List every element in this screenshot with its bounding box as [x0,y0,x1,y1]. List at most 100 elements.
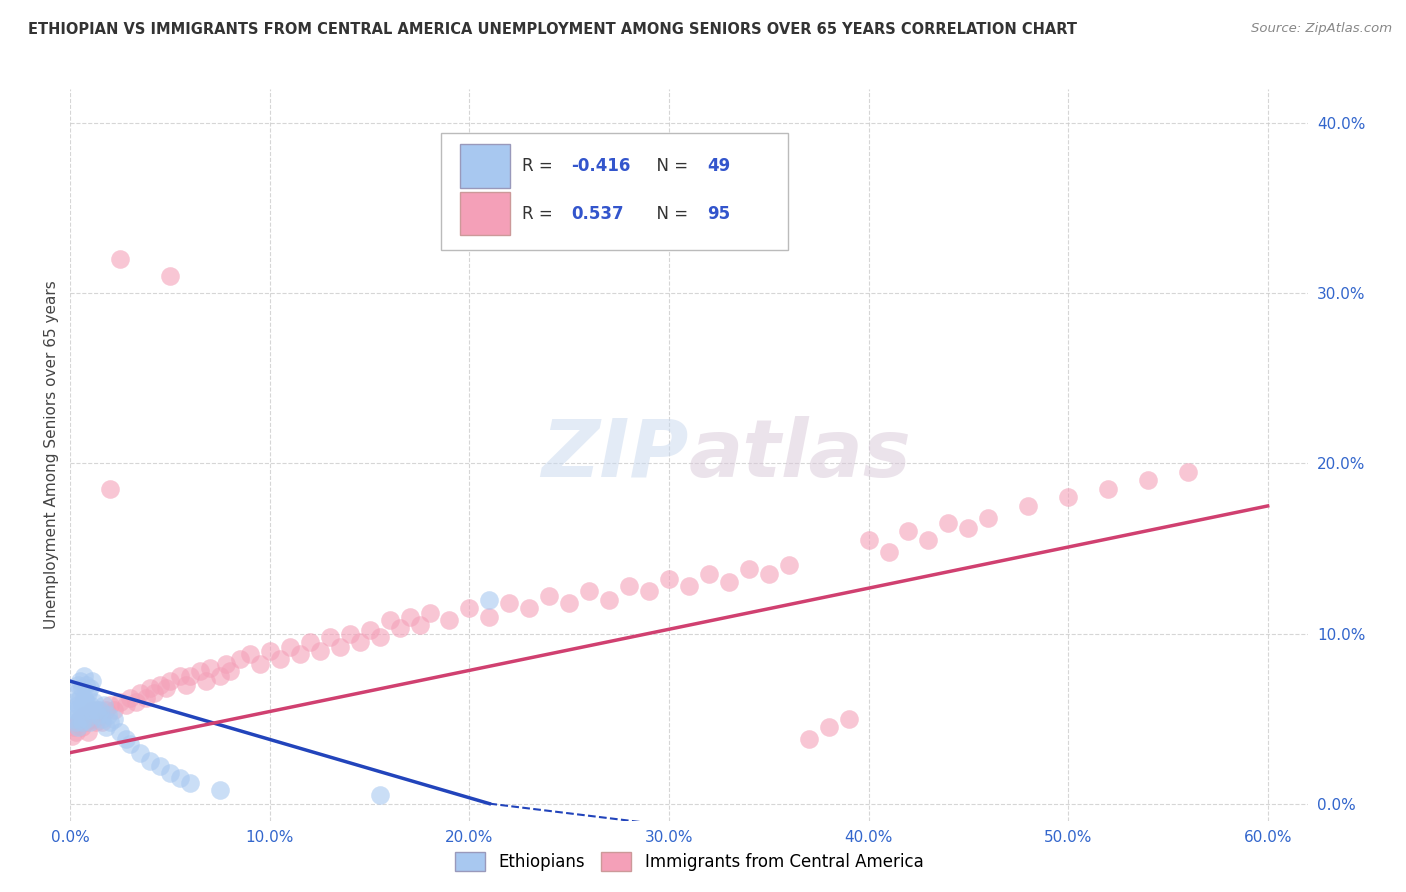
Point [129,746,152,760]
Point [120,691,142,706]
Point [75,695,97,709]
Point [678,579,700,593]
Point [188,664,211,678]
Point [87,708,110,723]
Point [159,269,181,284]
Point [478,592,501,607]
Point [155,681,177,695]
Point [638,584,661,599]
Point [72,720,94,734]
Point [329,640,352,654]
Point [135,691,157,706]
Point [108,252,131,267]
Point [239,647,262,661]
Point [598,592,620,607]
Text: R =: R = [522,157,558,175]
Point [319,630,342,644]
Point [69,674,91,689]
Point [1097,482,1119,496]
Point [418,606,440,620]
Point [174,677,197,691]
Point [72,714,94,729]
Point [91,712,114,726]
Point [67,698,90,712]
Point [72,698,94,712]
Point [63,695,86,709]
Point [67,714,90,729]
Point [60,729,83,743]
Point [1017,499,1039,513]
Point [359,623,381,637]
Point [169,771,191,785]
Point [195,674,218,689]
Point [75,677,97,691]
Point [298,635,321,649]
Point [75,714,97,729]
Point [89,703,111,717]
Point [269,652,291,666]
Point [897,524,920,539]
Point [797,731,820,746]
Point [84,714,107,729]
Point [208,783,231,797]
Point [77,703,100,717]
Point [67,677,90,691]
Point [215,657,238,672]
Point [478,609,501,624]
Text: 0.537: 0.537 [571,204,624,222]
Point [63,712,86,726]
Point [308,643,330,657]
Point [69,712,91,726]
Point [73,691,96,706]
Point [349,635,371,649]
Point [219,664,242,678]
Point [77,725,100,739]
Point [1136,474,1159,488]
Point [139,754,162,768]
Point [838,712,860,726]
Point [817,720,839,734]
Point [149,759,172,773]
Point [259,643,281,657]
Point [93,698,115,712]
Point [517,601,540,615]
Point [65,686,87,700]
Point [65,714,87,729]
Point [82,703,104,717]
Text: Source: ZipAtlas.com: Source: ZipAtlas.com [1251,22,1392,36]
Point [439,613,461,627]
Point [89,708,111,723]
Point [73,708,96,723]
Point [69,691,91,706]
Point [717,575,740,590]
Point [858,533,880,547]
Point [60,703,83,717]
Point [368,630,391,644]
Text: -0.416: -0.416 [571,157,631,175]
Point [98,698,121,712]
Point [578,584,600,599]
Point [408,618,430,632]
Point [149,677,172,691]
Point [778,558,800,573]
Point [179,669,201,683]
Point [108,695,131,709]
Text: ZIP: ZIP [541,416,689,494]
Point [115,698,138,712]
Point [79,714,101,729]
Point [98,482,121,496]
Point [96,720,118,734]
Point [957,521,980,535]
Point [1177,465,1199,479]
FancyBboxPatch shape [441,133,787,250]
Point [458,601,481,615]
Bar [460,144,509,188]
Text: N =: N = [645,204,693,222]
Point [159,674,181,689]
Point [72,681,94,695]
Point [758,566,780,581]
Point [388,622,411,636]
Point [103,703,125,717]
Point [79,681,101,695]
Point [79,712,101,726]
